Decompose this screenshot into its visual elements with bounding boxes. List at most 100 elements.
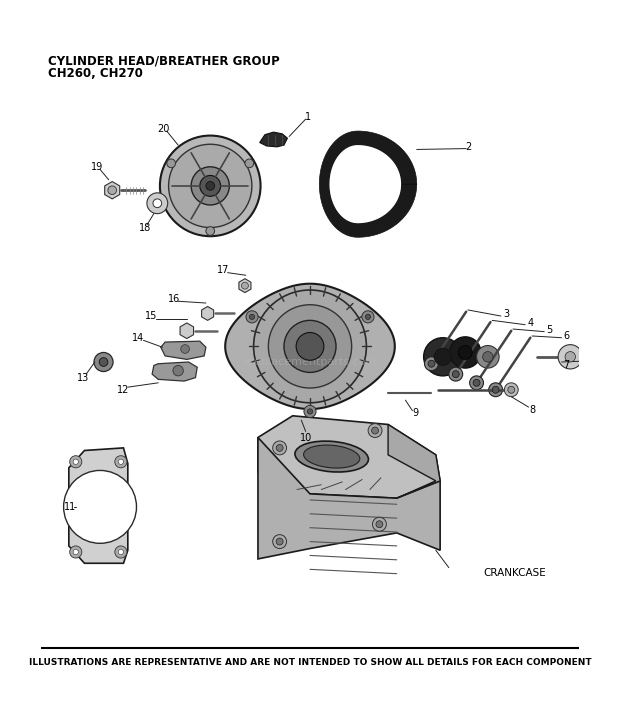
Circle shape — [153, 199, 162, 208]
Polygon shape — [258, 437, 440, 559]
Text: 18: 18 — [139, 224, 151, 233]
Circle shape — [558, 345, 582, 369]
Text: 8: 8 — [529, 405, 535, 415]
Circle shape — [434, 348, 451, 366]
Circle shape — [504, 383, 518, 397]
Polygon shape — [152, 362, 197, 381]
Circle shape — [241, 282, 249, 289]
Circle shape — [206, 227, 215, 235]
Circle shape — [450, 337, 481, 368]
Circle shape — [296, 332, 324, 361]
Circle shape — [169, 144, 252, 227]
Circle shape — [423, 337, 462, 376]
Polygon shape — [329, 145, 401, 223]
Circle shape — [115, 455, 127, 468]
Polygon shape — [69, 448, 128, 563]
Circle shape — [118, 459, 123, 464]
Polygon shape — [239, 279, 251, 292]
Polygon shape — [161, 341, 206, 359]
Text: 5: 5 — [546, 325, 552, 335]
Circle shape — [69, 455, 82, 468]
Circle shape — [452, 371, 459, 378]
Circle shape — [64, 471, 136, 543]
Text: 17: 17 — [217, 265, 229, 275]
Circle shape — [254, 290, 366, 403]
Circle shape — [200, 175, 221, 196]
Circle shape — [276, 445, 283, 451]
Text: 7: 7 — [563, 360, 569, 370]
Text: 20: 20 — [157, 124, 170, 134]
Circle shape — [376, 521, 383, 528]
Text: 2: 2 — [466, 142, 472, 152]
Circle shape — [565, 352, 575, 362]
Polygon shape — [105, 182, 120, 199]
Circle shape — [206, 182, 215, 190]
Circle shape — [181, 345, 190, 353]
Circle shape — [69, 546, 82, 558]
Circle shape — [273, 534, 286, 549]
Circle shape — [268, 305, 352, 388]
Circle shape — [273, 441, 286, 455]
Text: 9: 9 — [413, 408, 419, 418]
Text: CYLINDER HEAD/BREATHER GROUP: CYLINDER HEAD/BREATHER GROUP — [48, 55, 280, 68]
Polygon shape — [388, 424, 440, 498]
Text: 12: 12 — [117, 384, 130, 395]
Circle shape — [473, 379, 480, 387]
Text: CRANKCASE: CRANKCASE — [484, 568, 546, 578]
Text: 10: 10 — [299, 434, 312, 443]
Circle shape — [73, 550, 78, 555]
Circle shape — [469, 376, 484, 390]
Circle shape — [147, 193, 168, 214]
Polygon shape — [319, 131, 417, 237]
Circle shape — [118, 550, 123, 555]
Text: ILLUSTRATIONS ARE REPRESENTATIVE AND ARE NOT INTENDED TO SHOW ALL DETAILS FOR EA: ILLUSTRATIONS ARE REPRESENTATIVE AND ARE… — [29, 657, 591, 667]
Ellipse shape — [295, 441, 368, 472]
Polygon shape — [202, 306, 214, 320]
Text: 19: 19 — [91, 161, 104, 172]
Circle shape — [245, 159, 254, 168]
Circle shape — [489, 383, 503, 397]
Text: 16: 16 — [167, 294, 180, 303]
Circle shape — [160, 135, 260, 236]
Text: ereplacementparts.com: ereplacementparts.com — [243, 357, 377, 367]
Circle shape — [246, 311, 258, 323]
Circle shape — [249, 314, 255, 319]
Circle shape — [428, 361, 435, 367]
Circle shape — [477, 345, 499, 368]
Circle shape — [482, 352, 493, 362]
Text: 11: 11 — [64, 502, 77, 512]
Circle shape — [365, 314, 371, 319]
Circle shape — [94, 353, 113, 371]
Circle shape — [284, 320, 336, 372]
Circle shape — [191, 167, 229, 205]
Circle shape — [458, 345, 472, 359]
Circle shape — [368, 424, 382, 437]
Text: 13: 13 — [77, 373, 89, 382]
Text: CH260, CH270: CH260, CH270 — [48, 67, 143, 80]
Circle shape — [115, 546, 127, 558]
Circle shape — [371, 427, 379, 434]
Circle shape — [304, 405, 316, 418]
Text: 6: 6 — [564, 331, 570, 341]
Circle shape — [425, 357, 438, 371]
Circle shape — [167, 159, 175, 168]
Circle shape — [108, 186, 117, 195]
Text: 15: 15 — [145, 311, 157, 321]
Circle shape — [276, 538, 283, 545]
Circle shape — [492, 387, 499, 393]
Polygon shape — [258, 416, 440, 498]
Polygon shape — [225, 284, 395, 409]
Text: 14: 14 — [132, 333, 144, 342]
Text: 3: 3 — [503, 309, 509, 319]
Circle shape — [173, 366, 184, 376]
Circle shape — [73, 459, 78, 464]
Circle shape — [362, 311, 374, 323]
Circle shape — [508, 387, 515, 393]
Circle shape — [99, 358, 108, 366]
Text: 1: 1 — [305, 112, 311, 122]
Polygon shape — [260, 132, 288, 147]
Ellipse shape — [304, 445, 360, 468]
Circle shape — [308, 409, 312, 414]
Circle shape — [449, 367, 463, 381]
Text: 4: 4 — [527, 318, 533, 328]
